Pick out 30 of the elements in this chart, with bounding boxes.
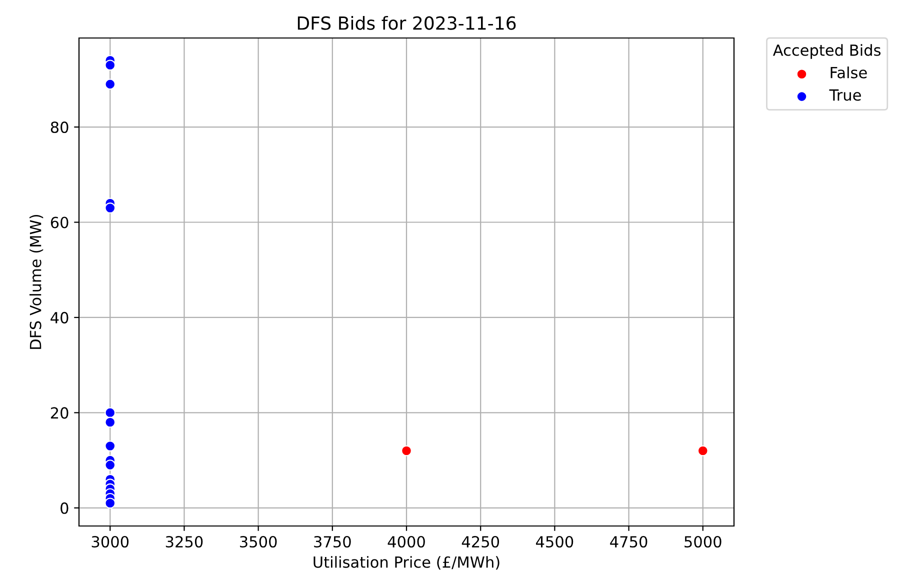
x-tick-label: 3750 xyxy=(314,536,351,548)
y-tick-label: 0 xyxy=(60,502,68,514)
point xyxy=(104,416,116,428)
x-axis-title: Utilisation Price (£/MWh) xyxy=(314,556,500,570)
x-tick-label: 4000 xyxy=(388,536,425,548)
point xyxy=(104,78,116,90)
x-tick-label: 4500 xyxy=(536,536,574,548)
point xyxy=(104,60,116,71)
point xyxy=(104,498,116,509)
x-tick-label: 3500 xyxy=(240,536,277,548)
x-tick-label: 4750 xyxy=(610,536,648,548)
point xyxy=(104,407,116,418)
point xyxy=(697,445,708,456)
y-tick-label: 80 xyxy=(50,121,68,134)
legend-label: True xyxy=(829,89,861,101)
point xyxy=(401,445,412,456)
point xyxy=(104,460,116,470)
x-tick-label: 3250 xyxy=(166,536,203,548)
point xyxy=(104,440,116,452)
chart-title: DFS Bids for 2023-11-16 xyxy=(298,16,516,30)
x-tick-label: 3000 xyxy=(92,536,129,548)
y-tick-label: 20 xyxy=(50,407,68,419)
legend-label: False xyxy=(830,66,867,78)
y-axis-title: DFS Volume (MW) xyxy=(29,214,44,349)
point xyxy=(104,202,116,214)
x-tick-label: 5000 xyxy=(684,536,722,548)
y-tick-label: 60 xyxy=(50,216,68,228)
legend-title: Accepted Bids xyxy=(772,44,881,59)
y-tick-label: 40 xyxy=(50,312,68,324)
x-tick-label: 4250 xyxy=(462,536,500,548)
